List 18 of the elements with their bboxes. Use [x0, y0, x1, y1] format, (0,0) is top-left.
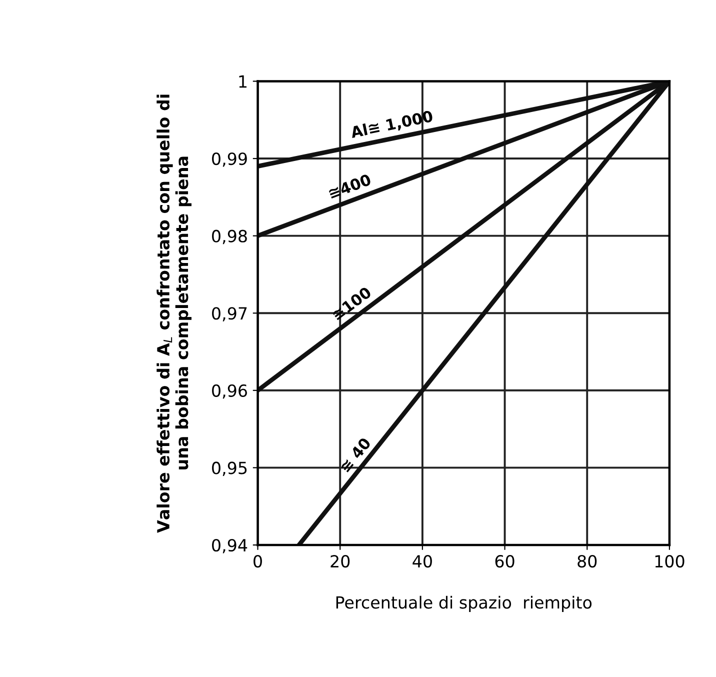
- x-tick-label: 0: [254, 555, 262, 568]
- y-tick-label: 0,94: [212, 538, 248, 554]
- text: Al≅ 1,000: [350, 110, 434, 140]
- x-tick-label: 60: [495, 555, 514, 568]
- y-tick-label: 0,96: [212, 384, 247, 399]
- x-tick-label: 100: [655, 555, 684, 568]
- y-axis-title: Valore effettivo di A$_{L}$ confrontato con quello di una bobina completamente piena: [156, 94, 192, 533]
- x-tick-label: 20: [330, 555, 350, 568]
- text: ≅400: [328, 174, 372, 200]
- y-tick-label: 1: [239, 75, 246, 88]
- y-tick-label: 0,98: [212, 230, 247, 244]
- x-tick-label: 80: [578, 555, 597, 568]
- y-tick-label: 0,97: [212, 307, 247, 322]
- x-tick-label: 40: [412, 555, 432, 568]
- y-tick-label: 0,99: [212, 152, 247, 167]
- text: ≅ 40: [339, 436, 372, 473]
- x-axis-title: Percentuale di spazio riempito: [336, 596, 592, 612]
- y-tick-label: 0,95: [212, 462, 247, 476]
